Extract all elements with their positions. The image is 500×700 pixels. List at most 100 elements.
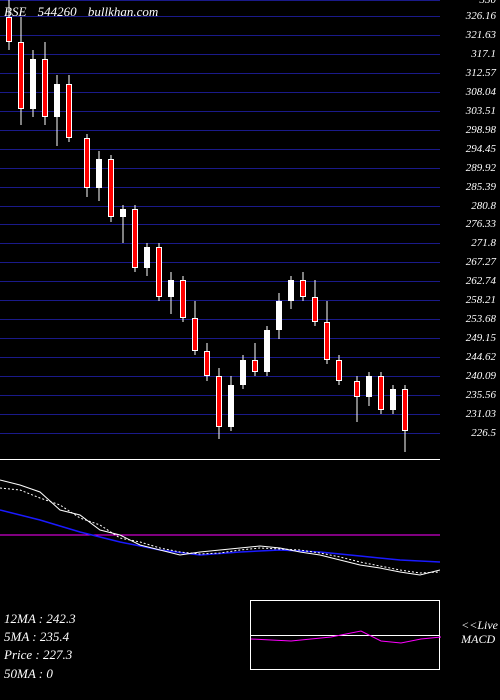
price-value: 227.3 [43, 647, 72, 662]
ma50-value: 0 [46, 666, 53, 681]
candle-body [276, 301, 282, 330]
candle-body [324, 322, 330, 360]
candle-body [6, 17, 12, 42]
y-tick-label: 267.27 [466, 256, 496, 268]
candle-body [216, 376, 222, 426]
candle-body [288, 280, 294, 301]
y-tick-label: 244.62 [466, 351, 496, 363]
gridline [0, 300, 440, 301]
candle-body [228, 385, 234, 427]
macd-signal-line [0, 488, 440, 573]
ma12-value: 242.3 [46, 611, 75, 626]
candle-body [240, 360, 246, 385]
gridline [0, 0, 440, 1]
live-label-2: MACD [461, 632, 498, 646]
y-tick-label: 312.57 [466, 67, 496, 79]
site-label: bullkhan.com [88, 4, 158, 19]
candle-body [390, 389, 396, 410]
gridline [0, 338, 440, 339]
candle-body [180, 280, 186, 318]
ma12-label: 12MA : [4, 611, 46, 626]
price-chart-area [0, 0, 440, 460]
candle-body [204, 351, 210, 376]
ma5-value: 235.4 [40, 629, 69, 644]
y-tick-label: 303.51 [466, 105, 496, 117]
live-macd-label: <<Live MACD [461, 618, 498, 647]
candle-body [54, 84, 60, 117]
ma5-label: 5MA : [4, 629, 40, 644]
y-tick-label: 249.15 [466, 332, 496, 344]
live-macd-svg [251, 601, 441, 671]
y-tick-label: 326.16 [466, 10, 496, 22]
gridline [0, 149, 440, 150]
candle-body [264, 330, 270, 372]
y-tick-label: 253.68 [466, 313, 496, 325]
gridline [0, 54, 440, 55]
candle-body [84, 138, 90, 188]
gridline [0, 224, 440, 225]
y-tick-label: 258.21 [466, 294, 496, 306]
gridline [0, 262, 440, 263]
candle-body [30, 59, 36, 109]
chart-container: BSE 544260 bullkhan.com 330326.16321.633… [0, 0, 500, 700]
ma5-row: 5MA : 235.4 [4, 628, 76, 646]
gridline [0, 433, 440, 434]
candle-body [66, 84, 72, 138]
candle-body [168, 280, 174, 297]
y-tick-label: 276.33 [466, 218, 496, 230]
live-macd-hist [251, 631, 441, 643]
ma12-row: 12MA : 242.3 [4, 610, 76, 628]
gridline [0, 206, 440, 207]
candle-body [132, 209, 138, 268]
candle-body [192, 318, 198, 351]
y-tick-label: 262.74 [466, 275, 496, 287]
gridline [0, 168, 440, 169]
y-tick-label: 317.1 [471, 48, 496, 60]
candle-body [120, 209, 126, 217]
gridline [0, 281, 440, 282]
candle-body [300, 280, 306, 297]
y-axis-labels: 330 326.16 321.63 317.1 312.57 308.04 303.51 29… [440, 0, 500, 460]
ma50-label: 50MA : [4, 666, 46, 681]
y-tick-label: 271.8 [471, 237, 496, 249]
candle-body [156, 247, 162, 297]
candle-body [354, 381, 360, 398]
candle-body [144, 247, 150, 268]
price-label: Price : [4, 647, 43, 662]
y-tick-label: 280.8 [471, 200, 496, 212]
live-macd-box [250, 600, 440, 670]
candle-body [18, 42, 24, 109]
y-tick-label: 289.92 [466, 162, 496, 174]
candle-body [108, 159, 114, 218]
y-tick-label: 231.03 [466, 408, 496, 420]
macd-svg [0, 460, 440, 610]
gridline [0, 243, 440, 244]
macd-chart-area [0, 460, 440, 610]
y-tick-label: 308.04 [466, 86, 496, 98]
y-tick-label: 330 [480, 0, 497, 6]
candle-body [96, 159, 102, 188]
y-tick-label: 294.45 [466, 143, 496, 155]
candle-body [336, 360, 342, 381]
ma50-row: 50MA : 0 [4, 665, 76, 683]
live-label-1: <<Live [461, 618, 498, 632]
gridline [0, 357, 440, 358]
y-tick-label: 321.63 [466, 29, 496, 41]
y-tick-label: 235.56 [466, 389, 496, 401]
candle-body [312, 297, 318, 322]
gridline [0, 319, 440, 320]
stats-panel: 12MA : 242.3 5MA : 235.4 Price : 227.3 5… [4, 610, 76, 683]
ticker-label: 544260 [38, 4, 77, 19]
candle-body [378, 376, 384, 409]
gridline [0, 73, 440, 74]
y-tick-label: 298.98 [466, 124, 496, 136]
gridline [0, 35, 440, 36]
candle-body [402, 389, 408, 431]
exchange-label: BSE [4, 4, 26, 19]
candle-body [42, 59, 48, 118]
macd-blue-line [0, 510, 440, 562]
price-row: Price : 227.3 [4, 646, 76, 664]
chart-header: BSE 544260 bullkhan.com [4, 4, 158, 20]
y-tick-label: 226.5 [471, 427, 496, 439]
y-tick-label: 240.09 [466, 370, 496, 382]
